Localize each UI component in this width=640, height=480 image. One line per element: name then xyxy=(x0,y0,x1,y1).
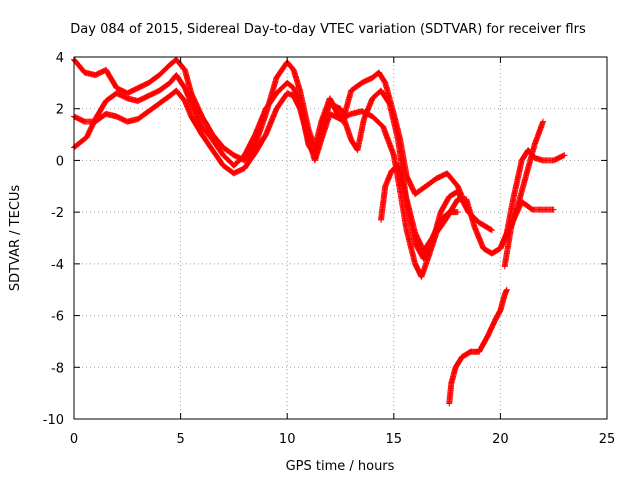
series-7 xyxy=(446,286,510,407)
series-7-trace xyxy=(446,286,510,407)
y-tick-label: -6 xyxy=(51,310,64,325)
y-tick-label: -8 xyxy=(51,361,64,376)
series-2 xyxy=(71,87,568,280)
y-tick-label: -2 xyxy=(51,206,64,221)
y-tick-label: -4 xyxy=(51,258,64,273)
y-tick-label: 4 xyxy=(56,51,64,66)
y-tick-label: 0 xyxy=(56,154,64,169)
x-axis-label: GPS time / hours xyxy=(286,459,395,474)
x-tick-label: 15 xyxy=(386,432,403,447)
plot-frame xyxy=(73,56,608,420)
series-1-trace xyxy=(71,56,495,234)
series-3-trace xyxy=(71,72,472,262)
series-5-trace xyxy=(501,118,546,270)
chart-title: Day 084 of 2015, Sidereal Day-to-day VTE… xyxy=(70,22,586,37)
series-5 xyxy=(501,118,546,270)
x-tick-label: 5 xyxy=(176,432,184,447)
y-tick-label: 2 xyxy=(56,103,64,118)
y-tick-label: -10 xyxy=(43,413,64,428)
ticks: 0 5 10 15 20 25 -10 -8 -6 -4 -2 0 2 4 xyxy=(43,51,616,447)
x-tick-label: 20 xyxy=(492,432,509,447)
series-marks xyxy=(71,56,568,407)
series-2-trace xyxy=(71,87,568,280)
x-tick-label: 0 xyxy=(70,432,78,447)
series-1 xyxy=(71,56,495,234)
series-3 xyxy=(71,72,472,262)
x-tick-label: 10 xyxy=(279,432,296,447)
series-4 xyxy=(378,162,461,254)
y-axis-label: SDTVAR / TECUs xyxy=(8,185,23,292)
x-tick-label: 25 xyxy=(599,432,616,447)
series-6 xyxy=(497,198,557,252)
